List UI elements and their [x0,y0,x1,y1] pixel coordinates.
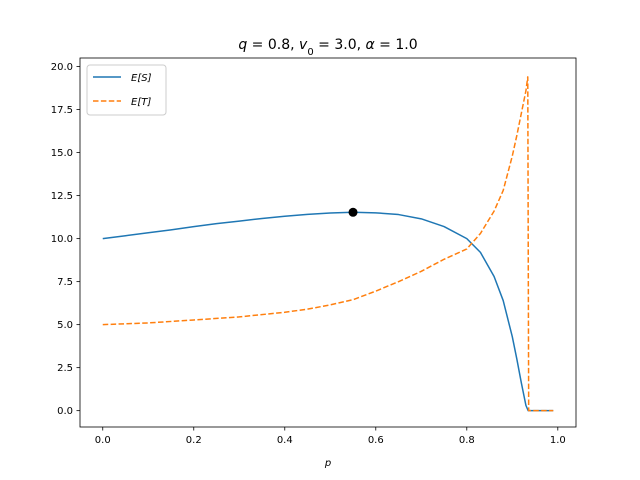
y-tick-label: 2.5 [57,363,73,374]
x-axis-label: p [324,458,331,469]
chart-title: q = 0.8, v0 = 3.0, α = 1.0 [238,37,417,58]
legend-label-et: E[T] [131,97,151,108]
legend: E[S] E[T] [86,64,167,116]
x-axis-ticks: 0.0 0.2 0.4 0.6 0.8 1.0 [95,427,566,446]
x-tick-label: 0.0 [95,435,111,446]
legend-label-es: E[S] [131,73,152,84]
plot-area [102,76,554,412]
y-tick-label: 10.0 [51,234,73,245]
x-tick-label: 0.6 [368,435,384,446]
y-tick-label: 5.0 [57,320,73,331]
y-axis-ticks: 0.0 2.5 5.0 7.5 10.0 12.5 15.0 17.5 20.0 [51,62,80,417]
y-tick-label: 15.0 [51,148,73,159]
y-tick-label: 20.0 [51,62,73,73]
x-tick-label: 0.2 [186,435,202,446]
legend-frame [86,64,167,116]
series-line-es [102,211,554,412]
y-tick-label: 7.5 [57,277,73,288]
y-tick-label: 17.5 [51,105,73,116]
x-tick-label: 0.8 [459,435,475,446]
axes-frame [79,57,577,428]
max-point-marker [348,207,358,217]
y-tick-label: 12.5 [51,191,73,202]
series-line-et [102,76,554,412]
x-tick-label: 1.0 [550,435,566,446]
y-tick-label: 0.0 [57,406,73,417]
x-tick-label: 0.4 [277,435,293,446]
